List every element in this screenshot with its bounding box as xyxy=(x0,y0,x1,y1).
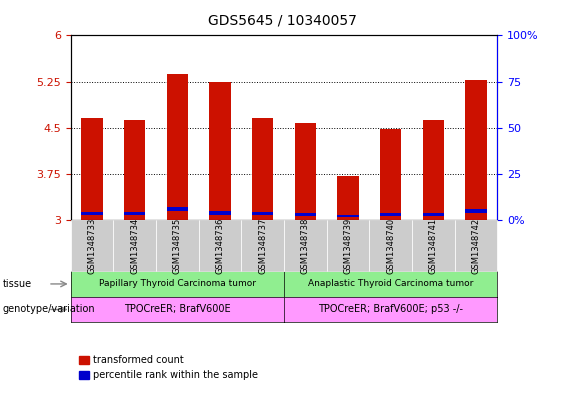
Text: GDS5645 / 10340057: GDS5645 / 10340057 xyxy=(208,14,357,28)
Bar xyxy=(423,213,444,216)
Bar xyxy=(337,215,359,217)
Text: GSM1348742: GSM1348742 xyxy=(471,218,480,274)
Text: genotype/variation: genotype/variation xyxy=(3,305,95,314)
Text: GSM1348739: GSM1348739 xyxy=(344,217,353,274)
Text: Papillary Thyroid Carcinoma tumor: Papillary Thyroid Carcinoma tumor xyxy=(99,279,256,288)
Text: Anaplastic Thyroid Carcinoma tumor: Anaplastic Thyroid Carcinoma tumor xyxy=(308,279,473,288)
Bar xyxy=(294,123,316,220)
Text: GSM1348736: GSM1348736 xyxy=(215,217,224,274)
Text: TPOCreER; BrafV600E; p53 -/-: TPOCreER; BrafV600E; p53 -/- xyxy=(318,305,463,314)
Text: TPOCreER; BrafV600E: TPOCreER; BrafV600E xyxy=(124,305,231,314)
Bar xyxy=(380,129,401,220)
Bar xyxy=(167,73,188,220)
Bar xyxy=(465,80,486,220)
Text: GSM1348741: GSM1348741 xyxy=(429,218,438,274)
Text: GSM1348738: GSM1348738 xyxy=(301,217,310,274)
Bar xyxy=(465,209,486,213)
Bar xyxy=(124,212,145,215)
Bar xyxy=(337,176,359,220)
Text: GSM1348733: GSM1348733 xyxy=(88,217,97,274)
Text: tissue: tissue xyxy=(3,279,32,289)
Text: GSM1348737: GSM1348737 xyxy=(258,217,267,274)
Text: GSM1348735: GSM1348735 xyxy=(173,217,182,274)
Bar xyxy=(81,212,103,215)
Text: GSM1348734: GSM1348734 xyxy=(130,217,139,274)
Bar xyxy=(380,213,401,216)
Bar xyxy=(167,207,188,211)
Legend: transformed count, percentile rank within the sample: transformed count, percentile rank withi… xyxy=(76,352,262,384)
Bar xyxy=(294,213,316,216)
Text: GSM1348740: GSM1348740 xyxy=(386,218,395,274)
Bar xyxy=(124,120,145,220)
Bar xyxy=(81,119,103,220)
Bar xyxy=(209,82,231,220)
Bar xyxy=(209,211,231,215)
Bar xyxy=(252,212,273,215)
Bar xyxy=(252,119,273,220)
Bar xyxy=(423,120,444,220)
